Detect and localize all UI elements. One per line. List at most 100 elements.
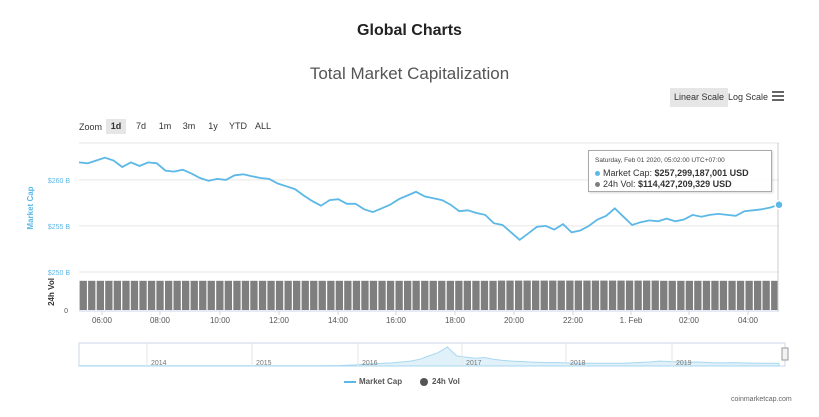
tooltip-date: Saturday, Feb 01 2020, 05:02:00 UTC+07:0… — [595, 157, 725, 164]
volume-bar — [523, 280, 531, 310]
page-title: Global Charts — [357, 22, 462, 39]
volume-bar — [412, 280, 420, 310]
linear-scale-button[interactable]: Linear Scale — [670, 88, 729, 107]
volume-bar — [728, 280, 736, 310]
volume-bar — [293, 280, 301, 310]
range-3m-button[interactable]: 3m — [182, 121, 196, 131]
tooltip-volume: 24h Vol: $114,427,209,329 USD — [595, 179, 732, 189]
volume-bar — [574, 280, 582, 310]
legend-volume[interactable]: 24h Vol — [420, 377, 460, 386]
credit-link[interactable]: coinmarketcap.com — [731, 396, 792, 403]
volume-bar — [233, 280, 241, 310]
volume-bar — [702, 280, 711, 310]
tooltip-volume-value: $114,427,209,329 USD — [638, 179, 732, 189]
volume-bar — [463, 280, 471, 310]
volume-bar — [438, 280, 446, 310]
x-tick-label: 20:00 — [504, 316, 525, 325]
volume-tick-label: 0 — [64, 308, 68, 315]
chart-title: Total Market Capitalization — [309, 64, 510, 83]
range-1m-button[interactable]: 1m — [158, 121, 172, 131]
navigator-series — [78, 346, 780, 367]
navigator-year-label: 2019 — [676, 360, 692, 367]
range-ytd-button[interactable]: YTD — [229, 121, 247, 131]
volume-bar — [369, 280, 378, 310]
volume-bar — [455, 280, 463, 310]
volume-bar — [301, 280, 309, 310]
legend-volume-label: 24h Vol — [432, 377, 460, 386]
volume-bar — [156, 280, 164, 310]
volume-bar — [608, 280, 617, 310]
volume-bar — [489, 280, 497, 310]
zoom-label: Zoom — [79, 122, 103, 132]
volume-bar — [540, 280, 548, 310]
navigator-handle[interactable] — [781, 347, 789, 361]
legend-circle-icon — [420, 377, 428, 386]
navigator: 2014 2015 2016 2017 2018 2019 — [78, 342, 789, 367]
x-tick-label: 04:00 — [738, 316, 759, 325]
menu-icon[interactable] — [772, 91, 784, 101]
volume-bar — [182, 280, 190, 310]
volume-bar — [318, 280, 326, 310]
range-1d-button[interactable]: 1d — [106, 119, 126, 134]
x-tick-label: 10:00 — [210, 316, 231, 325]
volume-bar — [497, 280, 506, 310]
volume-bar — [651, 280, 659, 310]
volume-bars — [79, 280, 779, 310]
volume-bar — [583, 280, 591, 310]
volume-bar — [267, 280, 275, 310]
volume-bar — [207, 280, 215, 310]
volume-bar — [515, 280, 523, 310]
volume-bar — [284, 280, 292, 310]
legend-market-cap-label: Market Cap — [359, 377, 403, 386]
volume-dot-icon — [595, 182, 600, 188]
legend-market-cap[interactable]: Market Cap — [344, 377, 402, 386]
volume-bar — [199, 280, 207, 310]
volume-bar — [736, 280, 745, 310]
volume-bar — [165, 280, 173, 310]
volume-bar — [79, 280, 87, 310]
range-7d-button[interactable]: 7d — [135, 121, 146, 131]
volume-bar — [335, 280, 343, 310]
volume-bar — [677, 280, 685, 310]
volume-axis-label: 24h Vol — [47, 278, 56, 306]
tooltip: Saturday, Feb 01 2020, 05:02:00 UTC+07:0… — [588, 150, 772, 192]
volume-bar — [668, 280, 676, 310]
volume-bar — [361, 280, 369, 310]
volume-bar — [506, 280, 514, 310]
volume-bar — [660, 280, 668, 310]
volume-bar — [634, 280, 642, 310]
volume-bar — [147, 280, 156, 310]
x-tick-label: 08:00 — [150, 316, 171, 325]
market-cap-tick-label: $255 B — [48, 224, 71, 231]
volume-bar — [395, 280, 403, 310]
volume-bar — [130, 280, 139, 310]
market-cap-dot-icon — [595, 171, 600, 177]
navigator-year-label: 2016 — [362, 360, 378, 367]
volume-bar — [549, 280, 557, 310]
volume-bar — [446, 280, 454, 310]
x-tick-label: 1. Feb — [620, 316, 643, 325]
navigator-year-label: 2014 — [151, 360, 167, 367]
x-tick-label: 12:00 — [269, 316, 290, 325]
volume-bar — [591, 280, 600, 310]
tooltip-volume-label: 24h Vol: — [603, 179, 636, 189]
market-cap-hover-point — [774, 199, 784, 210]
volume-bar — [429, 280, 437, 310]
volume-bar — [600, 280, 608, 310]
x-tick-label: 16:00 — [386, 316, 407, 325]
range-all-button[interactable]: ALL — [254, 121, 271, 131]
market-cap-tick-label: $250 B — [48, 270, 71, 277]
volume-bar — [472, 280, 480, 310]
volume-bar — [745, 280, 753, 310]
volume-bar — [557, 280, 565, 310]
volume-bar — [275, 280, 284, 310]
volume-bar — [310, 280, 318, 310]
volume-bar — [421, 280, 429, 310]
volume-bar — [173, 280, 181, 310]
range-1y-button[interactable]: 1y — [208, 121, 218, 131]
volume-y-ticks: 0 — [64, 308, 779, 315]
volume-bar — [241, 280, 250, 310]
market-cap-tick-label: $260 B — [48, 178, 71, 185]
log-scale-button[interactable]: Log Scale — [728, 92, 769, 102]
